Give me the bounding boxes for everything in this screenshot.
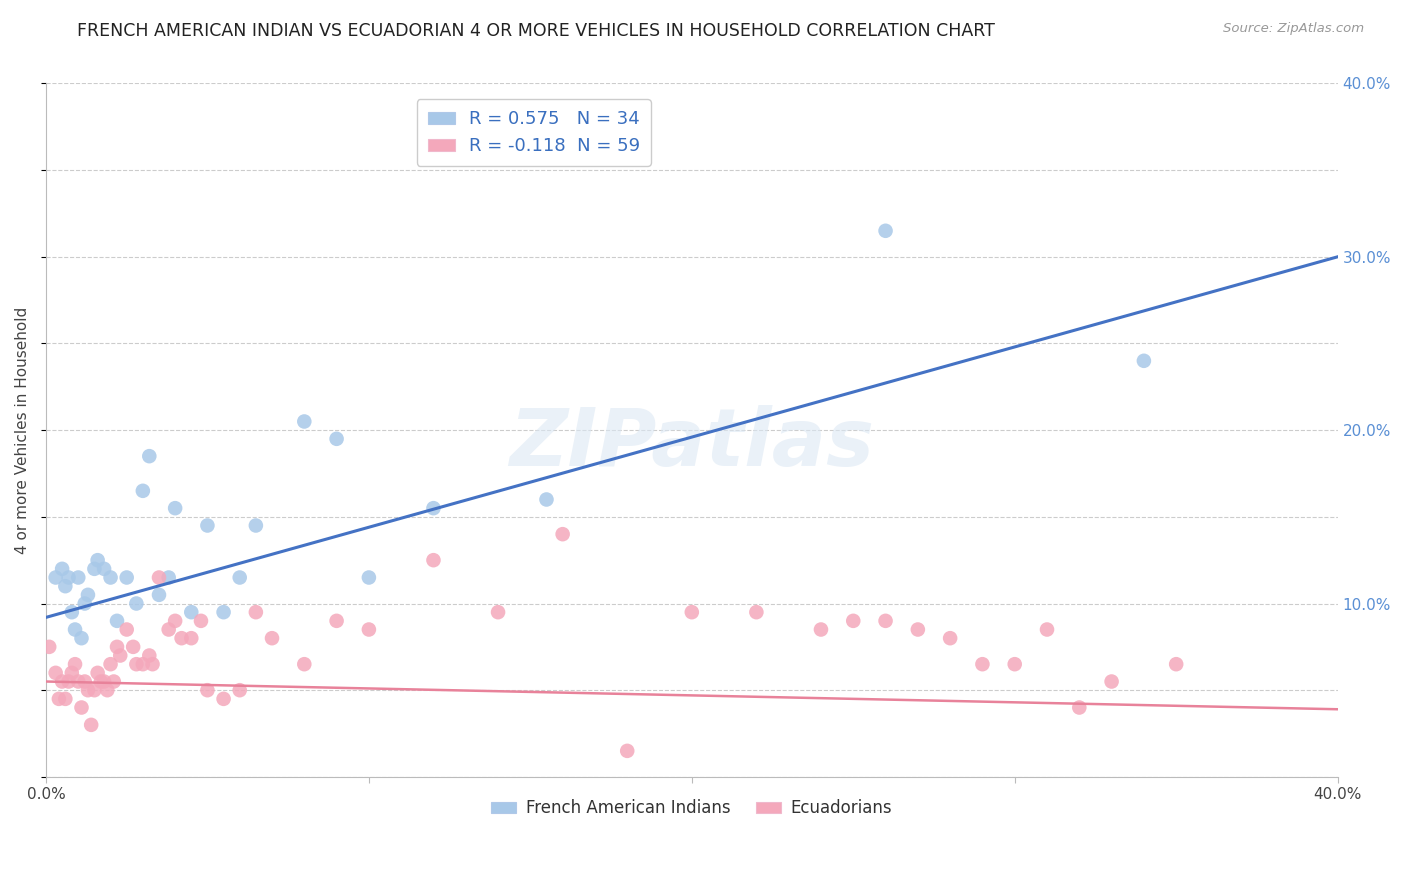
Point — [148, 570, 170, 584]
Point — [70, 700, 93, 714]
Point — [58, 570, 80, 584]
Point — [73, 597, 96, 611]
Point — [100, 657, 122, 672]
Point — [53, 691, 76, 706]
Point — [115, 570, 138, 584]
Point — [90, 674, 112, 689]
Point — [80, 718, 103, 732]
Point — [138, 648, 160, 663]
Point — [83, 683, 105, 698]
Point — [292, 415, 315, 429]
Point — [551, 527, 574, 541]
Point — [197, 683, 219, 698]
Point — [325, 614, 347, 628]
Point — [148, 588, 170, 602]
Point — [86, 665, 108, 680]
Point — [103, 674, 125, 689]
Point — [228, 570, 250, 584]
Point — [63, 657, 86, 672]
Point — [77, 683, 100, 698]
Point — [536, 492, 558, 507]
Point — [810, 623, 832, 637]
Point — [180, 631, 202, 645]
Point — [165, 501, 187, 516]
Point — [292, 657, 315, 672]
Point — [1069, 700, 1091, 714]
Point — [48, 691, 70, 706]
Point — [58, 674, 80, 689]
Point — [141, 657, 163, 672]
Point — [745, 605, 768, 619]
Point — [132, 483, 155, 498]
Point — [115, 623, 138, 637]
Point — [212, 605, 235, 619]
Point — [83, 562, 105, 576]
Point — [165, 614, 187, 628]
Text: FRENCH AMERICAN INDIAN VS ECUADORIAN 4 OR MORE VEHICLES IN HOUSEHOLD CORRELATION: FRENCH AMERICAN INDIAN VS ECUADORIAN 4 O… — [77, 22, 995, 40]
Point — [77, 588, 100, 602]
Point — [60, 665, 83, 680]
Text: Source: ZipAtlas.com: Source: ZipAtlas.com — [1223, 22, 1364, 36]
Point — [681, 605, 703, 619]
Point — [70, 631, 93, 645]
Point — [616, 744, 638, 758]
Point — [38, 640, 60, 654]
Point — [73, 674, 96, 689]
Y-axis label: 4 or more Vehicles in Household: 4 or more Vehicles in Household — [15, 307, 30, 554]
Point — [67, 674, 90, 689]
Point — [96, 683, 118, 698]
Point — [245, 605, 267, 619]
Legend: French American Indians, Ecuadorians: French American Indians, Ecuadorians — [485, 793, 898, 824]
Point — [180, 605, 202, 619]
Point — [1004, 657, 1026, 672]
Text: ZIPatlas: ZIPatlas — [509, 405, 875, 483]
Point — [197, 518, 219, 533]
Point — [1036, 623, 1059, 637]
Point — [228, 683, 250, 698]
Point — [93, 674, 115, 689]
Point — [60, 605, 83, 619]
Point — [157, 623, 180, 637]
Point — [875, 224, 897, 238]
Point — [212, 691, 235, 706]
Point — [45, 665, 67, 680]
Point — [125, 657, 148, 672]
Point — [110, 648, 132, 663]
Point — [972, 657, 994, 672]
Point — [138, 449, 160, 463]
Point — [357, 623, 380, 637]
Point — [939, 631, 962, 645]
Point — [67, 570, 90, 584]
Point — [100, 570, 122, 584]
Point — [105, 614, 128, 628]
Point — [1166, 657, 1188, 672]
Point — [53, 579, 76, 593]
Point — [105, 640, 128, 654]
Point — [132, 657, 155, 672]
Point — [157, 570, 180, 584]
Point — [122, 640, 145, 654]
Point — [1133, 353, 1156, 368]
Point — [907, 623, 929, 637]
Point — [45, 570, 67, 584]
Point — [1101, 674, 1123, 689]
Point — [357, 570, 380, 584]
Point — [875, 614, 897, 628]
Point — [422, 553, 444, 567]
Point — [93, 562, 115, 576]
Point — [63, 623, 86, 637]
Point — [170, 631, 193, 645]
Point — [245, 518, 267, 533]
Point — [422, 501, 444, 516]
Point — [51, 674, 73, 689]
Point — [260, 631, 283, 645]
Point — [51, 562, 73, 576]
Point — [190, 614, 212, 628]
Point — [842, 614, 865, 628]
Point — [86, 553, 108, 567]
Point — [486, 605, 509, 619]
Point — [125, 597, 148, 611]
Point — [325, 432, 347, 446]
